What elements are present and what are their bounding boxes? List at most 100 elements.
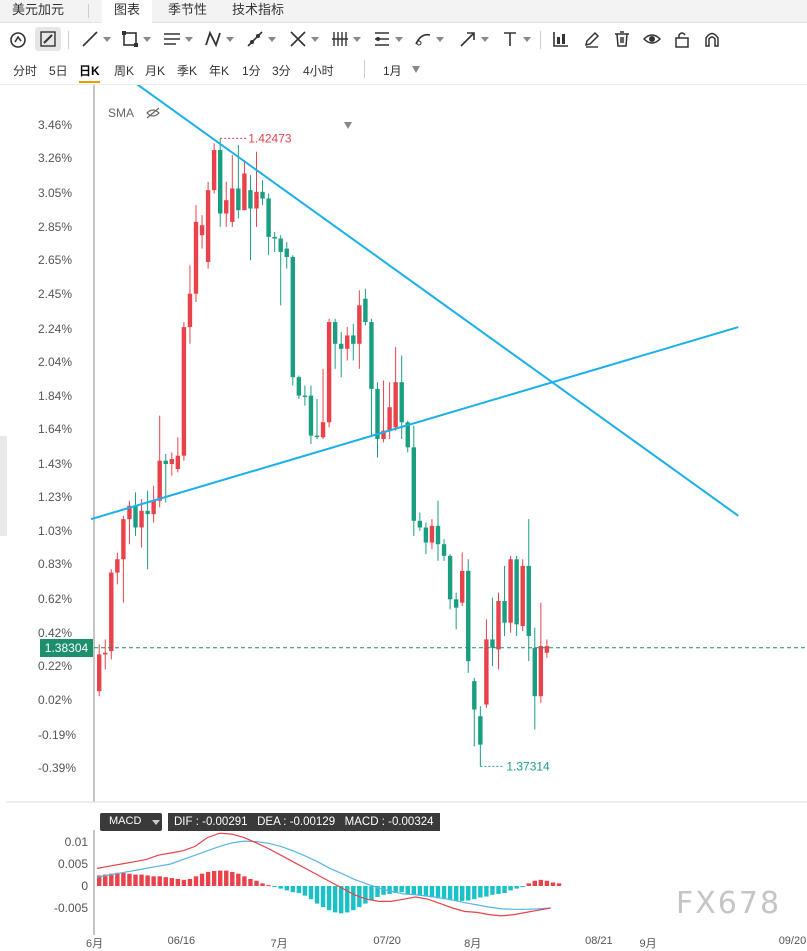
macd-bar: [550, 882, 556, 886]
candle-body: [193, 221, 199, 294]
eye-icon[interactable]: [642, 27, 662, 51]
candle-body: [187, 293, 193, 328]
candle: [199, 215, 205, 249]
macd-bar: [320, 886, 326, 908]
candle-body: [169, 459, 174, 465]
macd-bar: [447, 886, 453, 901]
trash-icon[interactable]: [612, 27, 632, 51]
top-tab-bar: 美元加元 图表 季节性 技术指标: [0, 0, 807, 24]
candle-body: [97, 654, 102, 692]
parallel-lines-icon[interactable]: [162, 27, 193, 51]
range-caret[interactable]: [412, 66, 420, 73]
line-icon[interactable]: [80, 27, 111, 51]
sidebar-handle[interactable]: [0, 436, 7, 536]
bars-icon[interactable]: [330, 27, 361, 51]
candle-body: [109, 572, 114, 652]
candle: [502, 565, 507, 637]
candle-body: [417, 520, 423, 528]
y-axis-label: 1.84%: [38, 388, 73, 403]
tab-divider: [88, 4, 89, 18]
candle-body: [272, 236, 277, 239]
x-axis-label: 7月: [270, 938, 288, 950]
cycle-icon[interactable]: [8, 27, 28, 51]
macd-bar: [411, 886, 416, 895]
macd-bar: [345, 886, 350, 913]
toolbar-divider: [540, 31, 541, 49]
macd-chart[interactable]: [0, 830, 807, 935]
text-icon[interactable]: [500, 27, 531, 51]
candle-body: [163, 460, 168, 465]
candle: [411, 425, 416, 536]
range-selector[interactable]: 1月: [383, 64, 402, 78]
candle: [326, 318, 332, 428]
indicator-label: SMA: [108, 106, 134, 120]
macd-bar: [109, 873, 114, 886]
macd-bar: [339, 886, 344, 914]
pencil-icon[interactable]: [582, 27, 602, 51]
candle: [472, 677, 477, 747]
period-3min[interactable]: 3分: [272, 64, 291, 78]
period-quarterly[interactable]: 季K: [177, 64, 198, 78]
candle: [320, 368, 326, 439]
candle: [441, 539, 447, 561]
period-weekly[interactable]: 周K: [114, 64, 135, 78]
magnet-icon[interactable]: [702, 27, 722, 51]
tab-chart[interactable]: 图表: [102, 0, 152, 24]
macd-bar: [145, 875, 150, 886]
macd-bar: [254, 880, 259, 886]
candle-body: [308, 395, 314, 436]
candle: [369, 318, 374, 436]
trendlines-group[interactable]: [90, 85, 739, 521]
macd-bar: [157, 876, 162, 886]
hide-indicator-icon[interactable]: [146, 107, 160, 119]
lock-icon[interactable]: [672, 27, 692, 51]
chevron-down-icon: [152, 820, 160, 825]
period-5day[interactable]: 5日: [49, 64, 68, 78]
candle: [453, 592, 459, 630]
candle: [266, 193, 271, 256]
candlestick-chart[interactable]: 1.42473 1.37314 SMA: [0, 85, 807, 805]
period-daily[interactable]: 日K: [79, 62, 100, 83]
ruler-icon[interactable]: [245, 27, 276, 51]
pen-select-icon[interactable]: [35, 27, 61, 51]
more-periods-caret[interactable]: [344, 122, 352, 129]
macd-bar: [193, 876, 199, 886]
candle-body: [490, 639, 495, 648]
period-1min[interactable]: 1分: [242, 64, 261, 78]
rect-icon[interactable]: [120, 27, 151, 51]
candle-body: [447, 555, 453, 600]
macd-bar: [326, 886, 332, 911]
bar-chart-icon[interactable]: [551, 27, 571, 51]
x-axis-label: 8月: [464, 938, 482, 950]
period-yearly[interactable]: 年K: [209, 64, 230, 78]
candle-body: [151, 500, 156, 515]
period-monthly[interactable]: 月K: [145, 64, 166, 78]
arrow-icon[interactable]: [458, 27, 489, 51]
tab-seasonality[interactable]: 季节性: [168, 2, 208, 17]
macd-bar: [332, 886, 338, 913]
candle: [544, 639, 550, 658]
zigzag-icon[interactable]: [203, 27, 234, 51]
candle-body: [254, 191, 259, 209]
brush-curve-icon[interactable]: [413, 27, 444, 51]
candle-body: [484, 639, 489, 705]
candle-body: [357, 305, 362, 344]
candle: [133, 492, 138, 536]
period-intraday[interactable]: 分时: [13, 64, 38, 78]
candle: [345, 327, 350, 361]
y-axis-label: 0.62%: [38, 592, 73, 607]
candle-body: [236, 188, 241, 211]
candle-body: [496, 600, 501, 650]
candle-body: [266, 198, 271, 237]
cross-icon[interactable]: [288, 27, 319, 51]
macd-indicator-menu[interactable]: MACD: [100, 813, 162, 831]
fib-icon[interactable]: [372, 27, 403, 51]
candle-body: [290, 256, 295, 378]
candle-body: [399, 382, 404, 423]
candle-body: [508, 559, 513, 623]
period-4hour[interactable]: 4小时: [303, 64, 334, 78]
candle-body: [181, 327, 187, 456]
tab-technical-indicators[interactable]: 技术指标: [232, 2, 285, 17]
candle-body: [211, 150, 217, 191]
tab-symbol[interactable]: 美元加元: [12, 2, 65, 17]
